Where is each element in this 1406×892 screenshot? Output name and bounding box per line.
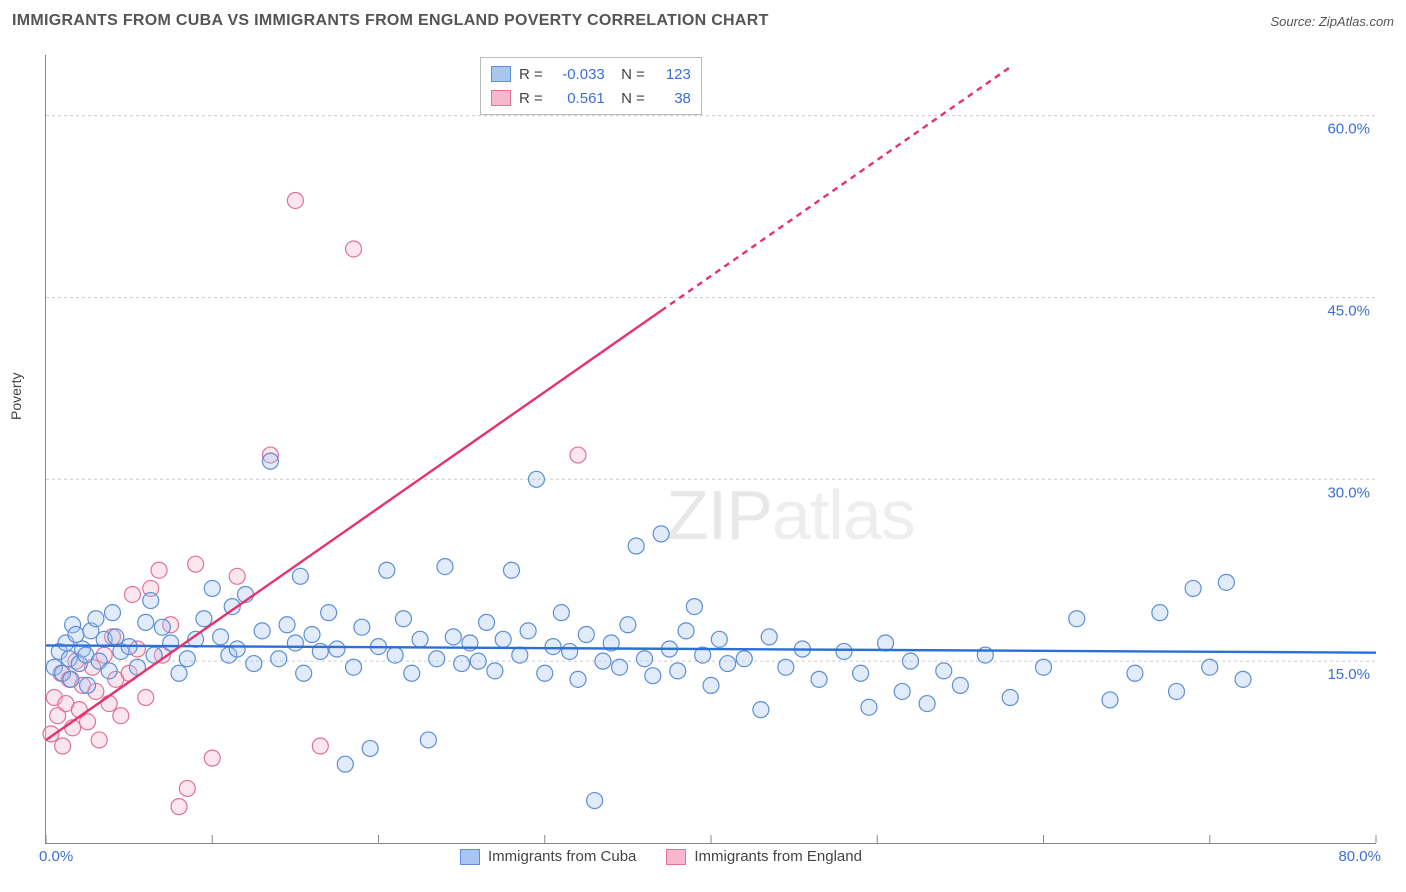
chart-title: IMMIGRANTS FROM CUBA VS IMMIGRANTS FROM … [12,12,769,29]
legend-swatch-england [491,90,511,106]
legend-swatch-icon [666,849,686,865]
legend-item-england: Immigrants from England [666,848,862,865]
svg-text:30.0%: 30.0% [1327,484,1370,501]
svg-text:15.0%: 15.0% [1327,666,1370,683]
legend-row-cuba: R = -0.033 N = 123 [491,62,691,86]
r-label: R = [519,90,543,107]
series-legend: Immigrants from Cuba Immigrants from Eng… [460,848,862,865]
legend-swatch-icon [460,849,480,865]
legend-row-england: R = 0.561 N = 38 [491,86,691,110]
x-min-label: 0.0% [39,848,73,865]
x-max-label: 80.0% [1338,848,1381,865]
legend-item-cuba: Immigrants from Cuba [460,848,636,865]
n-value-cuba: 123 [653,66,691,83]
r-label: R = [519,66,543,83]
svg-text:60.0%: 60.0% [1327,121,1370,138]
correlation-legend: R = -0.033 N = 123 R = 0.561 N = 38 [480,57,702,115]
r-value-england: 0.561 [551,90,605,107]
n-label: N = [613,66,645,83]
legend-swatch-cuba [491,66,511,82]
svg-text:45.0%: 45.0% [1327,302,1370,319]
r-value-cuba: -0.033 [551,66,605,83]
n-label: N = [613,90,645,107]
source-label: Source: ZipAtlas.com [1270,14,1394,29]
plot-area: ZIPatlas 15.0%30.0%45.0%60.0% [45,55,1376,844]
legend-label: Immigrants from England [694,848,862,865]
scatter-plot-svg: 15.0% 30.0% 45.0% 60.0% [46,55,1376,843]
y-axis-title: Poverty [8,373,24,420]
n-value-england: 38 [653,90,691,107]
legend-label: Immigrants from Cuba [488,848,636,865]
